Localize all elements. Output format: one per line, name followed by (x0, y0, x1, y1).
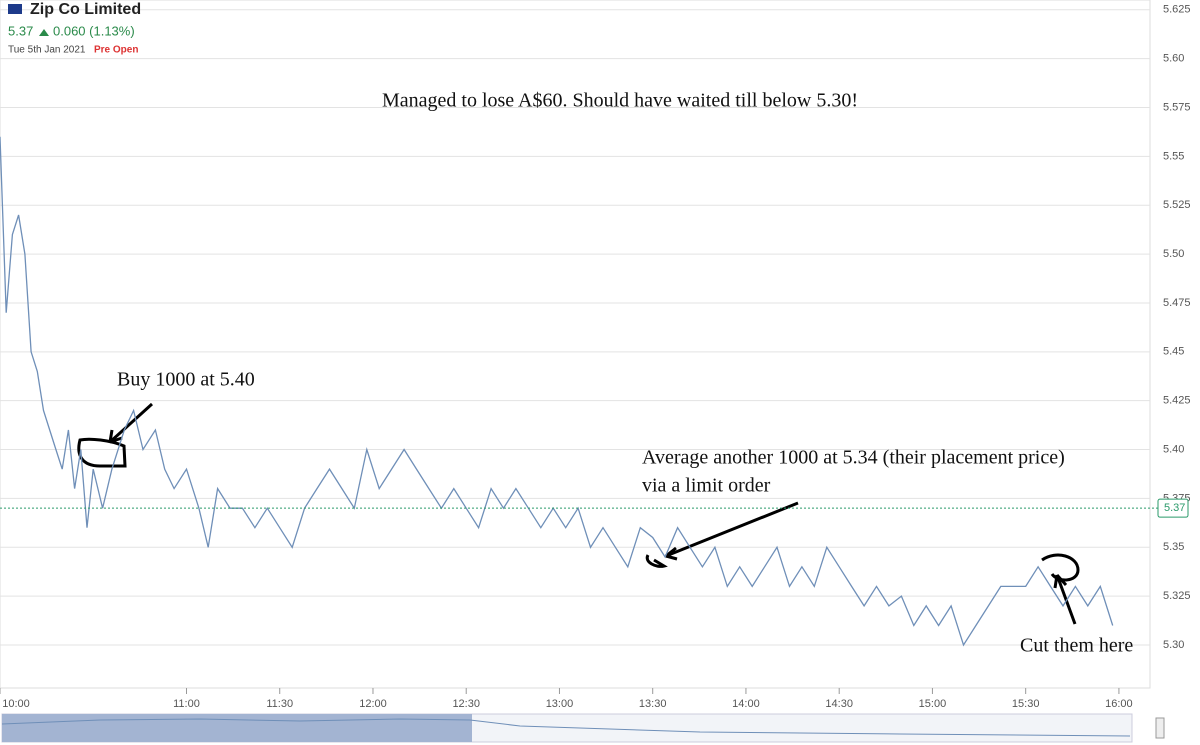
x-tick-label: 15:00 (919, 698, 947, 710)
y-tick-label: 5.60 (1163, 53, 1184, 65)
annotation: Cut them here (1020, 635, 1133, 657)
y-tick-label: 5.55 (1163, 150, 1184, 162)
x-tick-label: 16:00 (1105, 698, 1133, 710)
x-tick-label: 10:00 (2, 698, 30, 710)
y-tick-label: 5.40 (1163, 443, 1184, 455)
y-tick-label: 5.525 (1163, 199, 1191, 211)
y-tick-label: 5.35 (1163, 541, 1184, 553)
x-tick-label: 13:30 (639, 698, 667, 710)
change: 0.060 (1.13%) (53, 23, 135, 38)
last-price-box (1157, 498, 1189, 518)
price: 5.37 (8, 23, 33, 38)
x-tick-label: 12:30 (452, 698, 480, 710)
price-line (0, 136, 1114, 647)
plot-area (0, 0, 1151, 689)
x-tick-label: 14:30 (825, 698, 853, 710)
flag-icon (8, 4, 22, 14)
x-tick-label: 12:00 (359, 698, 387, 710)
y-tick-label: 5.575 (1163, 101, 1191, 113)
y-tick-label: 5.475 (1163, 297, 1191, 309)
up-arrow (39, 29, 49, 36)
x-tick-label: 11:30 (266, 698, 293, 710)
annotation: via a limit order (642, 475, 771, 497)
annotation: Average another 1000 at 5.34 (their plac… (642, 447, 1065, 469)
scroll-handle[interactable] (1155, 717, 1165, 739)
y-tick-label: 5.45 (1163, 346, 1184, 358)
y-tick-label: 5.325 (1163, 590, 1191, 602)
annotation: Buy 1000 at 5.40 (117, 369, 255, 391)
status: Pre Open (94, 45, 138, 56)
y-tick-label: 5.625 (1163, 4, 1191, 16)
chart-title: Zip Co Limited (30, 1, 141, 18)
navigator-selection (2, 714, 472, 742)
grid (0, 9, 1150, 646)
x-tick-label: 11:00 (173, 698, 200, 710)
y-tick-label: 5.50 (1163, 248, 1184, 260)
last-price-label: 5.37 (1164, 502, 1185, 514)
annotation: Managed to lose A$60. Should have waited… (382, 90, 858, 112)
x-tick-label: 15:30 (1012, 698, 1040, 710)
x-tick-label: 13:00 (546, 698, 574, 710)
annotation-marks (77, 402, 1080, 625)
navigator-line (1, 718, 1131, 737)
x-tick-label: 14:00 (732, 698, 760, 710)
y-tick-label: 5.30 (1163, 639, 1184, 651)
date: Tue 5th Jan 2021 (8, 45, 86, 56)
y-tick-label: 5.425 (1163, 395, 1191, 407)
